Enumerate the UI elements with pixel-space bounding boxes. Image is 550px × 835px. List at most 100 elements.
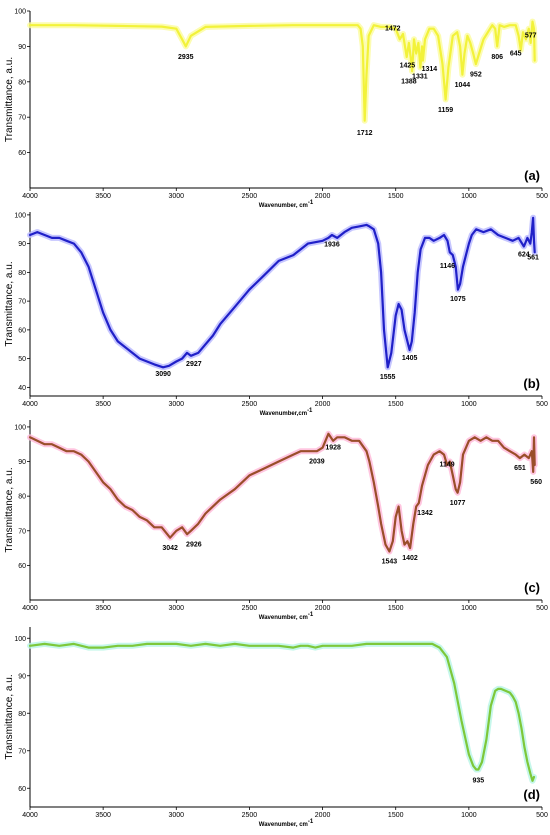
panel-c-xtick-label: 500 — [536, 605, 548, 612]
panel-a-peak-label: 1159 — [438, 107, 453, 114]
panel-c-peak-label: 2039 — [309, 458, 325, 465]
panel-c-ytick-label: 70 — [18, 528, 26, 535]
panel-a-peak-label: 806 — [491, 54, 503, 61]
panel-a-peak-label: 1425 — [400, 63, 416, 70]
panel-b-ytick-label: 50 — [18, 356, 26, 363]
panel-b-ytick-label: 100 — [14, 212, 26, 219]
panel-c-xtick-label: 1500 — [388, 605, 404, 612]
panel-b-y-axis-label: Transmittance, a.u. — [4, 261, 15, 346]
panel-b-series-glow — [27, 214, 538, 371]
panel-b-ytick-label: 70 — [18, 299, 26, 306]
panel-b: 4000 3500 3000 2500 2000 1500 1000 500 40 50 60 70 8… — [4, 212, 548, 417]
panel-d-xtick-label: 500 — [536, 812, 548, 819]
panel-a-xtick-label: 3000 — [168, 193, 184, 200]
panel-d-series-line — [28, 642, 536, 782]
panel-b-peak-label: 1936 — [324, 242, 340, 249]
panel-c-peak-label: 1928 — [325, 444, 341, 451]
panel-a-ytick-label: 90 — [18, 44, 26, 51]
panel-a-x-axis-label: Wavenumber, cm-1 — [259, 200, 314, 209]
panel-d-ytick-label: 60 — [18, 786, 26, 793]
panel-a-peak-label: 1388 — [401, 79, 417, 86]
panel-c-ytick-label: 80 — [18, 494, 26, 501]
panel-b-ytick-label: 60 — [18, 327, 26, 334]
panel-a-peak-label: 1044 — [455, 82, 471, 89]
panel-b-peak-label: 624 — [518, 252, 530, 259]
panel-b-xtick-label: 500 — [536, 401, 548, 408]
panel-c-peak-label: 2926 — [186, 541, 202, 548]
panel-b-peak-label: 3090 — [155, 371, 171, 378]
panel-a-peak-label: 577 — [525, 33, 537, 40]
panel-d-ytick-label: 80 — [18, 711, 26, 718]
panel-c-peak-label: 651 — [514, 465, 526, 472]
panel-b-xtick-label: 1000 — [461, 401, 477, 408]
panel-b-xtick-label: 2000 — [315, 401, 331, 408]
panel-c-label: (c) — [524, 580, 540, 595]
panel-b-xtick-label: 2500 — [242, 401, 258, 408]
panel-a-series-line — [28, 20, 536, 122]
panel-d-y-axis-label: Transmittance, a.u. — [4, 674, 15, 759]
panel-a-xtick-label: 500 — [536, 193, 548, 200]
panel-a-ytick-label: 60 — [18, 150, 26, 157]
panel-a-peak-label: 1331 — [412, 73, 428, 80]
panel-d: 4000 3500 3000 2500 2000 1500 1000 500 60 70 80 90 1… — [4, 627, 548, 828]
panel-a-peak-label: 2935 — [178, 54, 194, 61]
panel-d-xtick-label: 1500 — [388, 812, 404, 819]
panel-d-label: (d) — [523, 787, 540, 802]
panel-c: 4000 3500 3000 2500 2000 1500 1000 500 60 70 80 90 1… — [4, 420, 548, 621]
panel-b-ytick-label: 90 — [18, 241, 26, 248]
panel-c-y-axis-label: Transmittance, a.u. — [4, 467, 15, 552]
panel-b-ytick-label: 80 — [18, 270, 26, 277]
panel-b-xtick-label: 3000 — [168, 401, 184, 408]
panel-a-y-axis-label: Transmittance, a.u. — [4, 57, 15, 142]
panel-b-peak-label: 1555 — [380, 374, 396, 381]
panel-c-series-line — [28, 432, 536, 553]
panel-c-xtick-label: 3500 — [95, 605, 111, 612]
panel-c-xtick-label: 2000 — [315, 605, 331, 612]
panel-a-xtick-label: 2500 — [242, 193, 258, 200]
panel-d-xtick-label: 1000 — [461, 812, 477, 819]
panel-d-peak-label: 935 — [473, 778, 485, 785]
panel-d-xtick-label: 4000 — [22, 812, 38, 819]
panel-d-xtick-label: 2000 — [315, 812, 331, 819]
panel-c-peak-label: 1342 — [417, 510, 433, 517]
panel-a: 4000 3500 3000 2500 2000 1500 1000 500 60 70 80 90 1… — [4, 9, 548, 210]
panel-b-peak-label: 1405 — [402, 355, 418, 362]
panel-b-ytick-label: 40 — [18, 385, 26, 392]
panel-b-peak-label: 561 — [527, 254, 539, 261]
panel-b-xtick-label: 4000 — [22, 401, 38, 408]
panel-d-ytick-label: 90 — [18, 673, 26, 680]
panel-a-peak-label: 952 — [470, 71, 482, 78]
panel-d-xtick-label: 2500 — [242, 812, 258, 819]
panel-a-ytick-label: 80 — [18, 79, 26, 86]
panel-a-peak-label: 645 — [510, 50, 522, 57]
panel-a-xtick-label: 1000 — [461, 193, 477, 200]
panel-d-xtick-label: 3000 — [168, 812, 184, 819]
panel-a-ytick-label: 100 — [14, 9, 26, 16]
panel-c-peak-label: 1149 — [439, 462, 454, 469]
panel-a-peak-label: 1314 — [422, 66, 438, 73]
panel-d-series-glow — [27, 640, 537, 784]
panel-a-peak-label: 1712 — [357, 130, 373, 137]
panel-c-ytick-label: 90 — [18, 459, 26, 466]
panel-c-x-axis-label: Wavenumber, cm-1 — [259, 612, 314, 621]
panel-b-x-axis-label: Wavenumber,cm-1 — [260, 408, 313, 417]
panel-c-peak-label: 3042 — [162, 545, 178, 552]
panel-c-xtick-label: 4000 — [22, 605, 38, 612]
panel-d-x-axis-label: Wavenumber, cm-1 — [259, 819, 314, 828]
panel-c-xtick-label: 2500 — [242, 605, 258, 612]
panel-a-xtick-label: 2000 — [315, 193, 331, 200]
panel-b-peak-label: 1075 — [450, 296, 466, 303]
panel-a-label: (a) — [524, 168, 540, 183]
panel-a-xtick-label: 3500 — [95, 193, 111, 200]
panel-d-xtick-label: 3500 — [95, 812, 111, 819]
panel-a-xtick-label: 1500 — [388, 193, 404, 200]
panel-b-xtick-label: 1500 — [388, 401, 404, 408]
panel-c-peak-label: 560 — [530, 479, 542, 486]
panel-c-ytick-label: 100 — [14, 424, 26, 431]
panel-d-ytick-label: 70 — [18, 748, 26, 755]
panel-b-xtick-label: 3500 — [95, 401, 111, 408]
panel-b-series-line — [28, 216, 536, 369]
panel-d-ytick-label: 100 — [14, 636, 26, 643]
panel-c-xtick-label: 3000 — [168, 605, 184, 612]
